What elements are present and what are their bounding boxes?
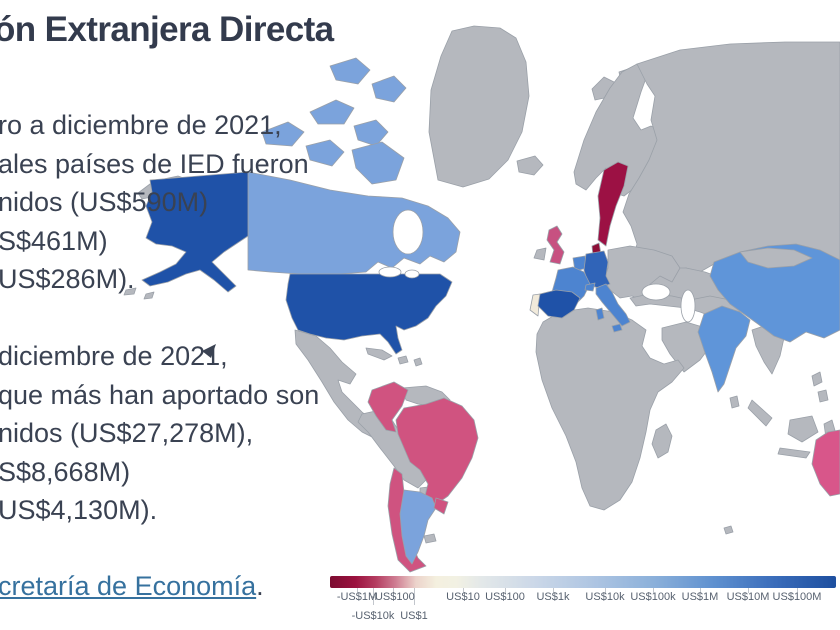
region-peru-bolivia	[357, 409, 431, 489]
canada-arctic-island-4	[371, 75, 407, 103]
country-spain	[537, 289, 581, 319]
island-borneo	[787, 415, 819, 443]
legend-label: -US$10k	[351, 610, 395, 622]
island-caribbean	[413, 357, 423, 367]
historic-line-2: que más han aportado son	[0, 379, 320, 410]
legend-tick	[748, 588, 749, 593]
island-sardinia	[595, 307, 605, 321]
legend-tick	[505, 588, 506, 593]
legend-label: US$10M	[726, 591, 770, 603]
great-lakes-2	[404, 269, 420, 279]
canada-arctic-island-6	[353, 119, 389, 147]
legend-tick	[797, 588, 798, 593]
pointer-arrow	[202, 344, 216, 358]
country-uk	[546, 225, 565, 265]
map-root	[123, 25, 840, 573]
legend-label: -US$1M	[336, 591, 378, 603]
country-china	[709, 243, 840, 343]
great-lakes-1	[378, 266, 402, 278]
island-falklands	[423, 533, 437, 544]
legend-tick	[373, 588, 374, 605]
legend-label: US$1k	[536, 591, 570, 603]
island-sicily	[611, 323, 623, 333]
historic-paragraph: diciembre de 2021, que más han aportado …	[0, 337, 319, 530]
legend-tick	[553, 588, 554, 593]
legend-tick	[414, 588, 415, 605]
historic-line-3: nidos (US$27,278M),	[0, 418, 254, 448]
source-link[interactable]: cretaría de Economía	[0, 571, 257, 601]
intro-line-1: ro a diciembre de 2021,	[0, 110, 282, 140]
legend-tick	[357, 588, 358, 593]
legend-label: US$1	[400, 610, 428, 622]
island-aleutian-2	[143, 291, 155, 300]
page-title: ón Extranjera Directa	[0, 10, 334, 49]
legend-label: US$100k	[630, 591, 676, 603]
intro-line-4: S$461M)	[0, 225, 108, 256]
country-australia	[811, 429, 840, 497]
legend-label: US$10k	[585, 591, 625, 603]
country-colombia	[367, 381, 409, 433]
country-russia	[622, 41, 840, 273]
country-madagascar	[651, 423, 673, 459]
country-mongolia	[739, 247, 813, 269]
country-uruguay	[433, 497, 449, 515]
island-sumatra	[747, 399, 773, 427]
italy-group	[595, 283, 631, 333]
seas-group	[378, 209, 696, 323]
country-usa-alaska	[141, 171, 249, 293]
island-philippines-1	[811, 371, 823, 387]
hudson-bay	[392, 209, 424, 255]
island-java	[777, 447, 811, 459]
legend-tick	[393, 588, 394, 593]
legend-label: US$100	[485, 591, 525, 603]
island-philippines-2	[817, 389, 829, 403]
canada-arctic-island-3	[329, 57, 371, 85]
source-period: .	[256, 571, 264, 601]
legend-label: -US$100	[371, 591, 415, 603]
island-hispaniola	[397, 355, 409, 365]
country-ireland	[533, 247, 547, 261]
country-sweden	[597, 161, 629, 247]
canada-baffin-island	[351, 141, 405, 185]
canada-arctic-island-2	[309, 99, 355, 125]
intro-line-3: nidos (US$590M)	[0, 187, 209, 217]
historic-line-4: S$8,668M)	[0, 456, 131, 487]
caspian-sea	[680, 289, 696, 323]
intro-line-2: ales países de IED fueron	[0, 148, 309, 179]
island-speck	[723, 525, 734, 535]
country-portugal	[529, 293, 541, 317]
intro-line-5: US$286M).	[0, 264, 135, 294]
legend-tick	[653, 588, 654, 593]
legend-tick	[605, 588, 606, 593]
country-argentina	[399, 489, 437, 565]
island-aleutian-1	[123, 287, 137, 296]
country-brazil	[395, 397, 479, 507]
island-sri-lanka	[729, 395, 740, 409]
country-iceland	[516, 155, 544, 176]
country-italy	[595, 283, 631, 327]
source-line: cretaría de Economía.	[0, 571, 264, 602]
legend-tick	[463, 588, 464, 593]
continent-africa	[535, 307, 685, 511]
historic-line-5: US$4,130M).	[0, 495, 158, 525]
legend-label: US$100M	[772, 591, 822, 603]
legend-label: US$1M	[681, 591, 719, 603]
canada-arctic-island-5	[305, 139, 345, 167]
legend-gradient-bar	[330, 576, 836, 588]
island-cuba	[365, 347, 393, 361]
country-usa	[285, 273, 453, 355]
canada-arctic-island-1	[261, 121, 305, 147]
intro-paragraph: ro a diciembre de 2021, ales países de I…	[0, 106, 309, 299]
country-switzerland	[584, 282, 596, 292]
historic-line-1: diciembre de 2021,	[0, 341, 228, 371]
legend-tick	[700, 588, 701, 593]
legend-label: US$10	[446, 591, 480, 603]
black-sea	[641, 283, 671, 301]
usa-group	[141, 171, 453, 355]
country-india	[697, 305, 751, 393]
country-greenland	[428, 25, 530, 188]
